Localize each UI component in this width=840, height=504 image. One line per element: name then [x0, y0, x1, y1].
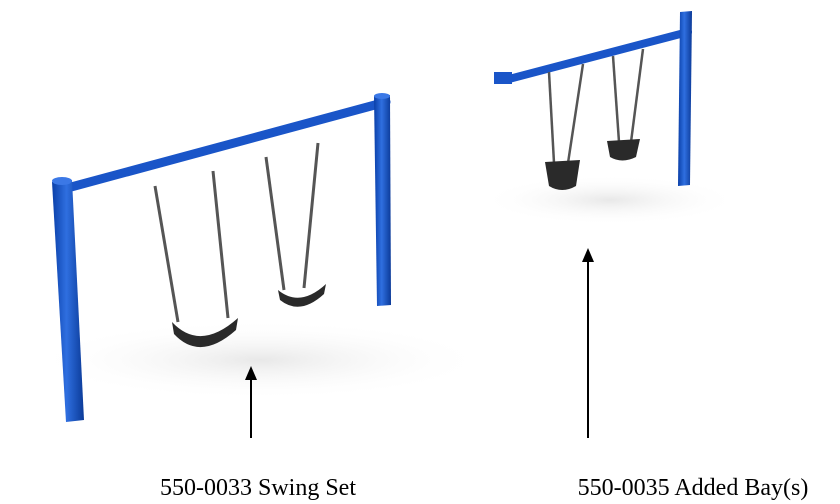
chain — [629, 48, 645, 143]
post — [374, 95, 391, 306]
bracket — [494, 72, 512, 84]
bucket-seat — [545, 160, 580, 190]
belt-seat — [172, 318, 238, 348]
post-cap — [52, 177, 72, 185]
bucket-seat — [607, 139, 640, 161]
ground-shadow — [30, 320, 490, 400]
arrowhead — [582, 248, 594, 262]
chain — [211, 170, 230, 319]
chain — [566, 63, 585, 164]
top-bar — [501, 28, 692, 84]
arrowhead — [245, 366, 257, 380]
chain — [153, 185, 180, 323]
chain — [302, 142, 320, 289]
top-bar — [55, 97, 391, 195]
ground-shadow — [480, 175, 740, 225]
chain — [547, 71, 556, 164]
chain — [611, 55, 621, 143]
post-cap — [374, 93, 390, 99]
label: 550-0035 Added Bay(s) — [578, 475, 809, 501]
label: 550-0033 Swing Set — [160, 475, 356, 501]
swing-set — [52, 93, 391, 422]
post — [678, 11, 692, 186]
post — [52, 180, 84, 422]
added-bay — [494, 11, 692, 190]
chain — [264, 156, 286, 291]
belt-seat — [278, 284, 326, 307]
